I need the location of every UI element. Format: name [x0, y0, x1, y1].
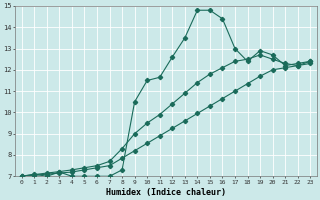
X-axis label: Humidex (Indice chaleur): Humidex (Indice chaleur)	[106, 188, 226, 197]
